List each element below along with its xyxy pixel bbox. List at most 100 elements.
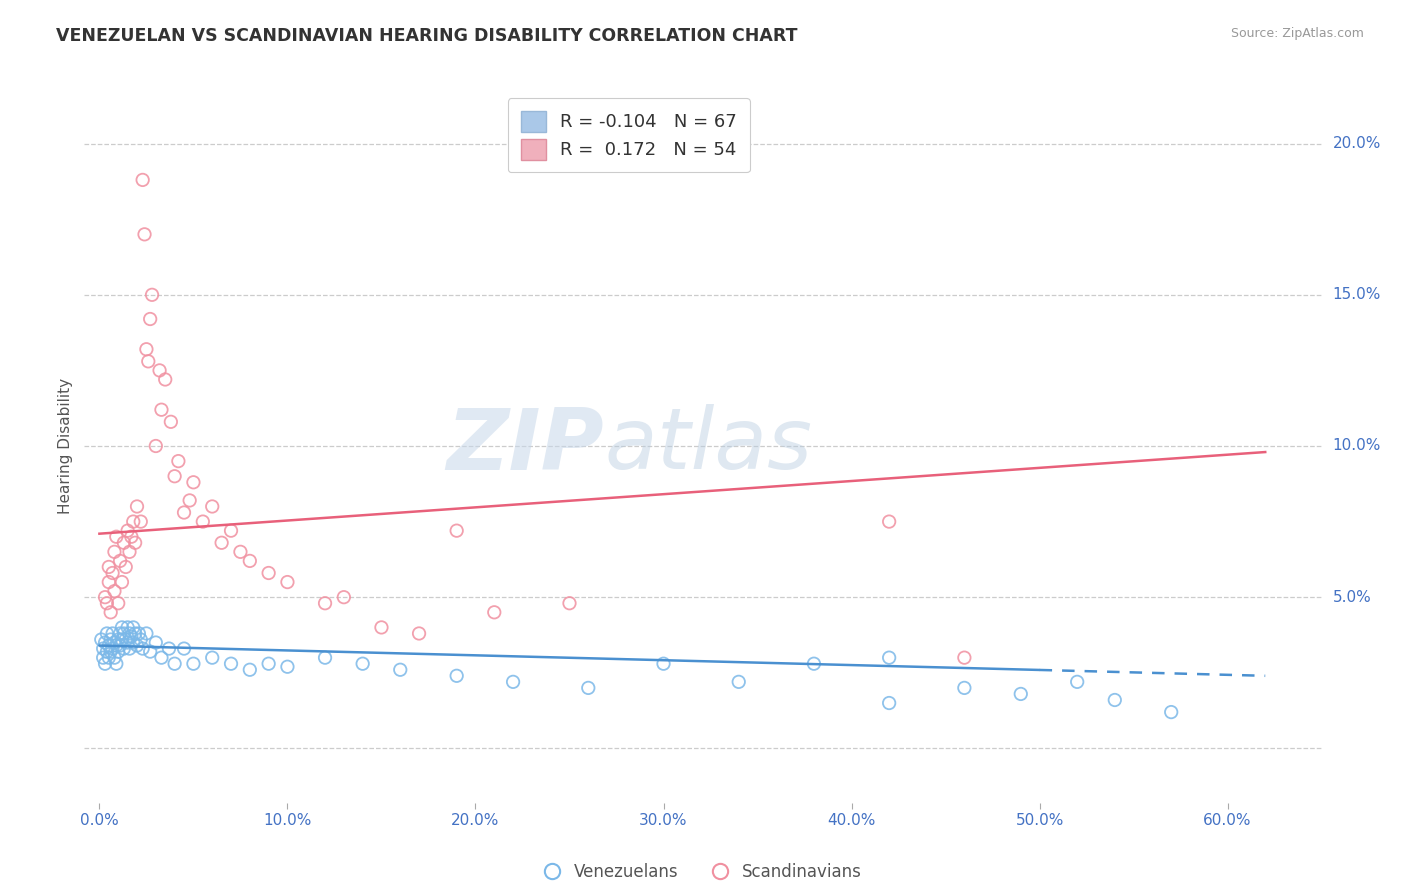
Point bbox=[91, 641, 114, 656]
Point bbox=[97, 639, 120, 653]
Text: 10.0%: 10.0% bbox=[1333, 439, 1381, 453]
Point bbox=[558, 596, 581, 610]
Point bbox=[94, 657, 117, 671]
Text: Source: ZipAtlas.com: Source: ZipAtlas.com bbox=[1230, 27, 1364, 40]
Point bbox=[97, 650, 120, 665]
Point bbox=[183, 475, 205, 490]
Point bbox=[229, 545, 252, 559]
Point bbox=[803, 657, 825, 671]
Point bbox=[953, 681, 976, 695]
Point bbox=[276, 659, 298, 673]
Point bbox=[408, 626, 430, 640]
Point bbox=[211, 535, 233, 549]
Point bbox=[877, 696, 900, 710]
Point bbox=[114, 560, 136, 574]
Point bbox=[112, 641, 135, 656]
Point bbox=[125, 500, 148, 514]
Point bbox=[128, 626, 150, 640]
Point bbox=[107, 632, 129, 647]
Point bbox=[314, 650, 336, 665]
Point bbox=[257, 657, 280, 671]
Point bbox=[101, 566, 124, 580]
Text: 20.0%: 20.0% bbox=[1333, 136, 1381, 151]
Point bbox=[163, 657, 186, 671]
Point bbox=[97, 575, 120, 590]
Point bbox=[114, 632, 136, 647]
Point bbox=[120, 630, 142, 644]
Point bbox=[111, 620, 134, 634]
Point bbox=[446, 524, 468, 538]
Point bbox=[150, 402, 173, 417]
Point bbox=[124, 626, 146, 640]
Point bbox=[105, 530, 128, 544]
Point bbox=[94, 590, 117, 604]
Text: VENEZUELAN VS SCANDINAVIAN HEARING DISABILITY CORRELATION CHART: VENEZUELAN VS SCANDINAVIAN HEARING DISAB… bbox=[56, 27, 797, 45]
Point bbox=[139, 312, 162, 326]
Point bbox=[179, 493, 201, 508]
Point bbox=[94, 635, 117, 649]
Point bbox=[117, 620, 139, 634]
Point bbox=[97, 560, 120, 574]
Point bbox=[134, 227, 156, 242]
Point bbox=[370, 620, 392, 634]
Point bbox=[727, 674, 749, 689]
Point bbox=[103, 545, 125, 559]
Point bbox=[160, 415, 183, 429]
Point bbox=[107, 645, 129, 659]
Point bbox=[314, 596, 336, 610]
Point bbox=[191, 515, 214, 529]
Point bbox=[1066, 674, 1088, 689]
Point bbox=[257, 566, 280, 580]
Point bbox=[112, 535, 135, 549]
Point bbox=[201, 650, 224, 665]
Point bbox=[502, 674, 524, 689]
Point bbox=[953, 650, 976, 665]
Point bbox=[96, 596, 118, 610]
Point bbox=[145, 635, 167, 649]
Point bbox=[108, 626, 131, 640]
Point bbox=[105, 639, 128, 653]
Point bbox=[652, 657, 675, 671]
Point bbox=[111, 632, 134, 647]
Point bbox=[145, 439, 167, 453]
Point bbox=[100, 632, 122, 647]
Point bbox=[118, 545, 141, 559]
Point bbox=[389, 663, 412, 677]
Point bbox=[136, 354, 159, 368]
Point bbox=[1160, 705, 1182, 719]
Point bbox=[118, 641, 141, 656]
Text: ZIP: ZIP bbox=[446, 404, 605, 488]
Point bbox=[96, 626, 118, 640]
Point bbox=[101, 626, 124, 640]
Point bbox=[352, 657, 374, 671]
Point bbox=[877, 650, 900, 665]
Point bbox=[219, 524, 242, 538]
Point bbox=[446, 669, 468, 683]
Y-axis label: Hearing Disability: Hearing Disability bbox=[58, 378, 73, 514]
Point bbox=[276, 575, 298, 590]
Point bbox=[173, 506, 195, 520]
Text: atlas: atlas bbox=[605, 404, 813, 488]
Point bbox=[117, 524, 139, 538]
Point bbox=[135, 343, 157, 357]
Point bbox=[101, 641, 124, 656]
Point bbox=[91, 650, 114, 665]
Point bbox=[96, 645, 118, 659]
Point bbox=[484, 605, 506, 619]
Point bbox=[105, 657, 128, 671]
Text: 15.0%: 15.0% bbox=[1333, 287, 1381, 302]
Point bbox=[239, 663, 262, 677]
Text: 5.0%: 5.0% bbox=[1333, 590, 1371, 605]
Point bbox=[167, 454, 190, 468]
Point bbox=[157, 641, 180, 656]
Point bbox=[333, 590, 356, 604]
Point bbox=[125, 639, 148, 653]
Point bbox=[219, 657, 242, 671]
Point bbox=[122, 620, 145, 634]
Point bbox=[108, 554, 131, 568]
Point bbox=[141, 288, 163, 302]
Point bbox=[103, 650, 125, 665]
Point bbox=[129, 515, 152, 529]
Point bbox=[163, 469, 186, 483]
Point bbox=[201, 500, 224, 514]
